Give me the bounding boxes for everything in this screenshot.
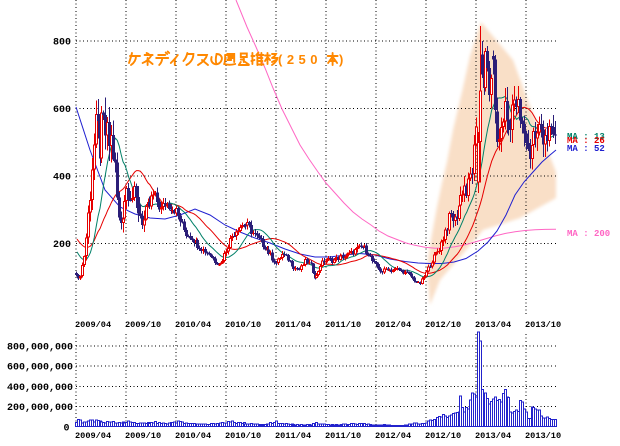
svg-text:): ) [339, 52, 343, 67]
svg-text:600: 600 [53, 105, 71, 116]
svg-text:(250: (250 [278, 52, 322, 67]
svg-text:0: 0 [63, 423, 69, 434]
svg-text:2013/04: 2013/04 [475, 320, 511, 330]
svg-text:2012/10: 2012/10 [425, 431, 461, 441]
svg-text:800: 800 [53, 38, 71, 49]
svg-text:2009/04: 2009/04 [75, 431, 111, 441]
svg-text:600,000,000: 600,000,000 [7, 363, 73, 374]
svg-text:2011/10: 2011/10 [325, 431, 361, 441]
svg-text:2012/04: 2012/04 [375, 320, 411, 330]
svg-text:2011/04: 2011/04 [275, 431, 311, 441]
svg-text:MA : 13: MA : 13 [567, 132, 605, 142]
svg-text:200,000,000: 200,000,000 [7, 403, 73, 414]
svg-text:MA : 26: MA : 26 [567, 136, 605, 146]
svg-text:2012/10: 2012/10 [425, 320, 461, 330]
svg-text:2011/04: 2011/04 [275, 320, 311, 330]
svg-text:MA : 52: MA : 52 [567, 144, 605, 154]
svg-text:MA : 200: MA : 200 [567, 229, 610, 239]
svg-text:2009/10: 2009/10 [125, 431, 161, 441]
svg-text:800,000,000: 800,000,000 [7, 343, 73, 354]
svg-text:400: 400 [53, 173, 71, 184]
svg-text:400,000,000: 400,000,000 [7, 383, 73, 394]
svg-text:2010/10: 2010/10 [225, 320, 261, 330]
svg-text:200: 200 [53, 240, 71, 251]
svg-text:2009/04: 2009/04 [75, 320, 111, 330]
svg-text:2013/10: 2013/10 [525, 320, 561, 330]
svg-text:2009/10: 2009/10 [125, 320, 161, 330]
svg-text:2013/10: 2013/10 [525, 431, 561, 441]
svg-text:2010/04: 2010/04 [175, 320, 211, 330]
svg-text:2012/04: 2012/04 [375, 431, 411, 441]
svg-text:2011/10: 2011/10 [325, 320, 361, 330]
svg-text:2013/04: 2013/04 [475, 431, 511, 441]
svg-text:2010/04: 2010/04 [175, 431, 211, 441]
svg-text:2010/10: 2010/10 [225, 431, 261, 441]
